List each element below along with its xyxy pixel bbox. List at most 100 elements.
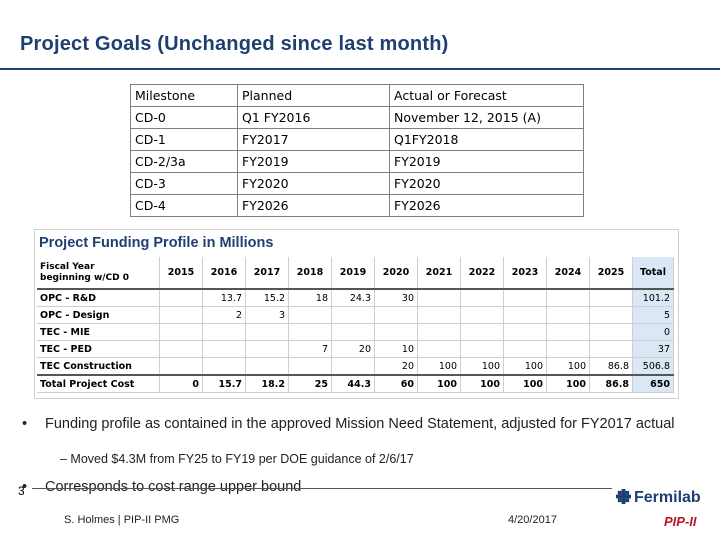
funding-row: Total Project Cost 0 15.7 18.2 25 44.3 60 100 10… [37, 374, 674, 393]
milestones-header-row: Milestone Planned Actual or Forecast [130, 84, 584, 107]
funding-value-cell: 100 [460, 357, 504, 376]
funding-value-cell [503, 289, 547, 307]
funding-table: Fiscal Year beginning w/CD 0 2015 2016 2017… [37, 257, 674, 393]
funding-profile-panel: Project Funding Profile in Millions Fisc… [34, 229, 679, 399]
funding-value-cell: 7 [288, 340, 332, 358]
funding-row: TEC - MIE 0 [37, 323, 674, 341]
planned-cell: Q1 FY2016 [237, 106, 390, 129]
funding-row: TEC Construction 20 100 100 100 100 86.8 506.8 [37, 357, 674, 376]
funding-value-cell [503, 340, 547, 358]
planned-cell: FY2020 [237, 172, 390, 195]
funding-value-cell: 44.3 [331, 374, 375, 393]
milestones-header-cell: Milestone [130, 84, 238, 107]
title-divider [0, 68, 720, 70]
funding-title: Project Funding Profile in Millions [39, 235, 274, 251]
funding-value-cell: 25 [288, 374, 332, 393]
funding-value-cell [288, 306, 332, 324]
milestones-header-cell: Actual or Forecast [389, 84, 584, 107]
funding-value-cell [546, 323, 590, 341]
funding-value-cell [288, 323, 332, 341]
milestones-row: CD-1 FY2017 Q1FY2018 [130, 128, 584, 151]
funding-value-cell: 101.2 [632, 289, 674, 307]
funding-value-cell: 18.2 [245, 374, 289, 393]
milestone-cell: CD-0 [130, 106, 238, 129]
year-header-cell: 2021 [417, 257, 461, 290]
actual-cell: FY2019 [389, 150, 584, 173]
funding-value-cell [589, 340, 633, 358]
fiscal-year-line1: Fiscal Year [40, 261, 95, 272]
funding-value-cell [159, 357, 203, 376]
milestone-cell: CD-3 [130, 172, 238, 195]
funding-value-cell [417, 323, 461, 341]
funding-value-cell: 506.8 [632, 357, 674, 376]
funding-value-cell [202, 357, 246, 376]
funding-value-cell: 86.8 [589, 357, 633, 376]
funding-value-cell: 5 [632, 306, 674, 324]
fiscal-year-line2: beginning w/CD 0 [40, 272, 130, 283]
funding-value-cell: 0 [159, 374, 203, 393]
funding-value-cell [245, 340, 289, 358]
funding-value-cell [159, 289, 203, 307]
funding-value-cell: 60 [374, 374, 418, 393]
funding-row-label: TEC Construction [37, 357, 160, 376]
funding-value-cell: 15.2 [245, 289, 289, 307]
funding-value-cell: 86.8 [589, 374, 633, 393]
funding-value-cell: 0 [632, 323, 674, 341]
year-header-cell: 2017 [245, 257, 289, 290]
funding-value-cell: 20 [374, 357, 418, 376]
bullet-marker: • [22, 479, 28, 495]
milestones-row: CD-3 FY2020 FY2020 [130, 172, 584, 195]
fiscal-year-label: Fiscal Year beginning w/CD 0 [37, 257, 160, 290]
fermilab-logo-text: Fermilab [634, 489, 701, 506]
funding-value-cell [159, 323, 203, 341]
year-header-cell: 2020 [374, 257, 418, 290]
funding-value-cell [374, 323, 418, 341]
funding-value-cell [331, 323, 375, 341]
year-header-cell: 2016 [202, 257, 246, 290]
funding-value-cell [245, 357, 289, 376]
funding-row-label: Total Project Cost [37, 374, 160, 393]
actual-cell: FY2020 [389, 172, 584, 195]
actual-cell: Q1FY2018 [389, 128, 584, 151]
funding-value-cell [589, 289, 633, 307]
funding-value-cell [202, 323, 246, 341]
actual-cell: November 12, 2015 (A) [389, 106, 584, 129]
funding-value-cell [417, 340, 461, 358]
funding-value-cell: 100 [546, 374, 590, 393]
planned-cell: FY2026 [237, 194, 390, 217]
bullet-marker: • [22, 416, 28, 432]
funding-value-cell: 100 [417, 374, 461, 393]
funding-header-row: Fiscal Year beginning w/CD 0 2015 2016 2017… [37, 257, 674, 290]
funding-value-cell: 30 [374, 289, 418, 307]
planned-cell: FY2017 [237, 128, 390, 151]
funding-value-cell [503, 306, 547, 324]
funding-row-label: OPC - Design [37, 306, 160, 324]
sub-bullet-moved-funds: – Moved $4.3M from FY25 to FY19 per DOE … [60, 452, 414, 466]
fermilab-logo: Fermilab [616, 489, 701, 507]
funding-value-cell [589, 306, 633, 324]
funding-value-cell [417, 289, 461, 307]
funding-value-cell [159, 306, 203, 324]
page-number: 3 [18, 484, 25, 498]
funding-value-cell [460, 323, 504, 341]
year-header-cell: 2025 [589, 257, 633, 290]
funding-value-cell [245, 323, 289, 341]
milestones-row: CD-2/3a FY2019 FY2019 [130, 150, 584, 173]
funding-value-cell [331, 306, 375, 324]
year-header-cell: Total [632, 257, 674, 290]
planned-cell: FY2019 [237, 150, 390, 173]
milestones-row: CD-4 FY2026 FY2026 [130, 194, 584, 217]
funding-value-cell: 37 [632, 340, 674, 358]
funding-value-cell [331, 357, 375, 376]
year-header-cell: 2024 [546, 257, 590, 290]
funding-value-cell: 100 [503, 374, 547, 393]
milestones-row: CD-0 Q1 FY2016 November 12, 2015 (A) [130, 106, 584, 129]
funding-value-cell: 100 [460, 374, 504, 393]
funding-value-cell: 10 [374, 340, 418, 358]
funding-value-cell [546, 306, 590, 324]
funding-value-cell [374, 306, 418, 324]
footer-divider [32, 488, 612, 489]
funding-value-cell: 24.3 [331, 289, 375, 307]
funding-value-cell [503, 323, 547, 341]
fermilab-mark-icon [616, 489, 631, 504]
